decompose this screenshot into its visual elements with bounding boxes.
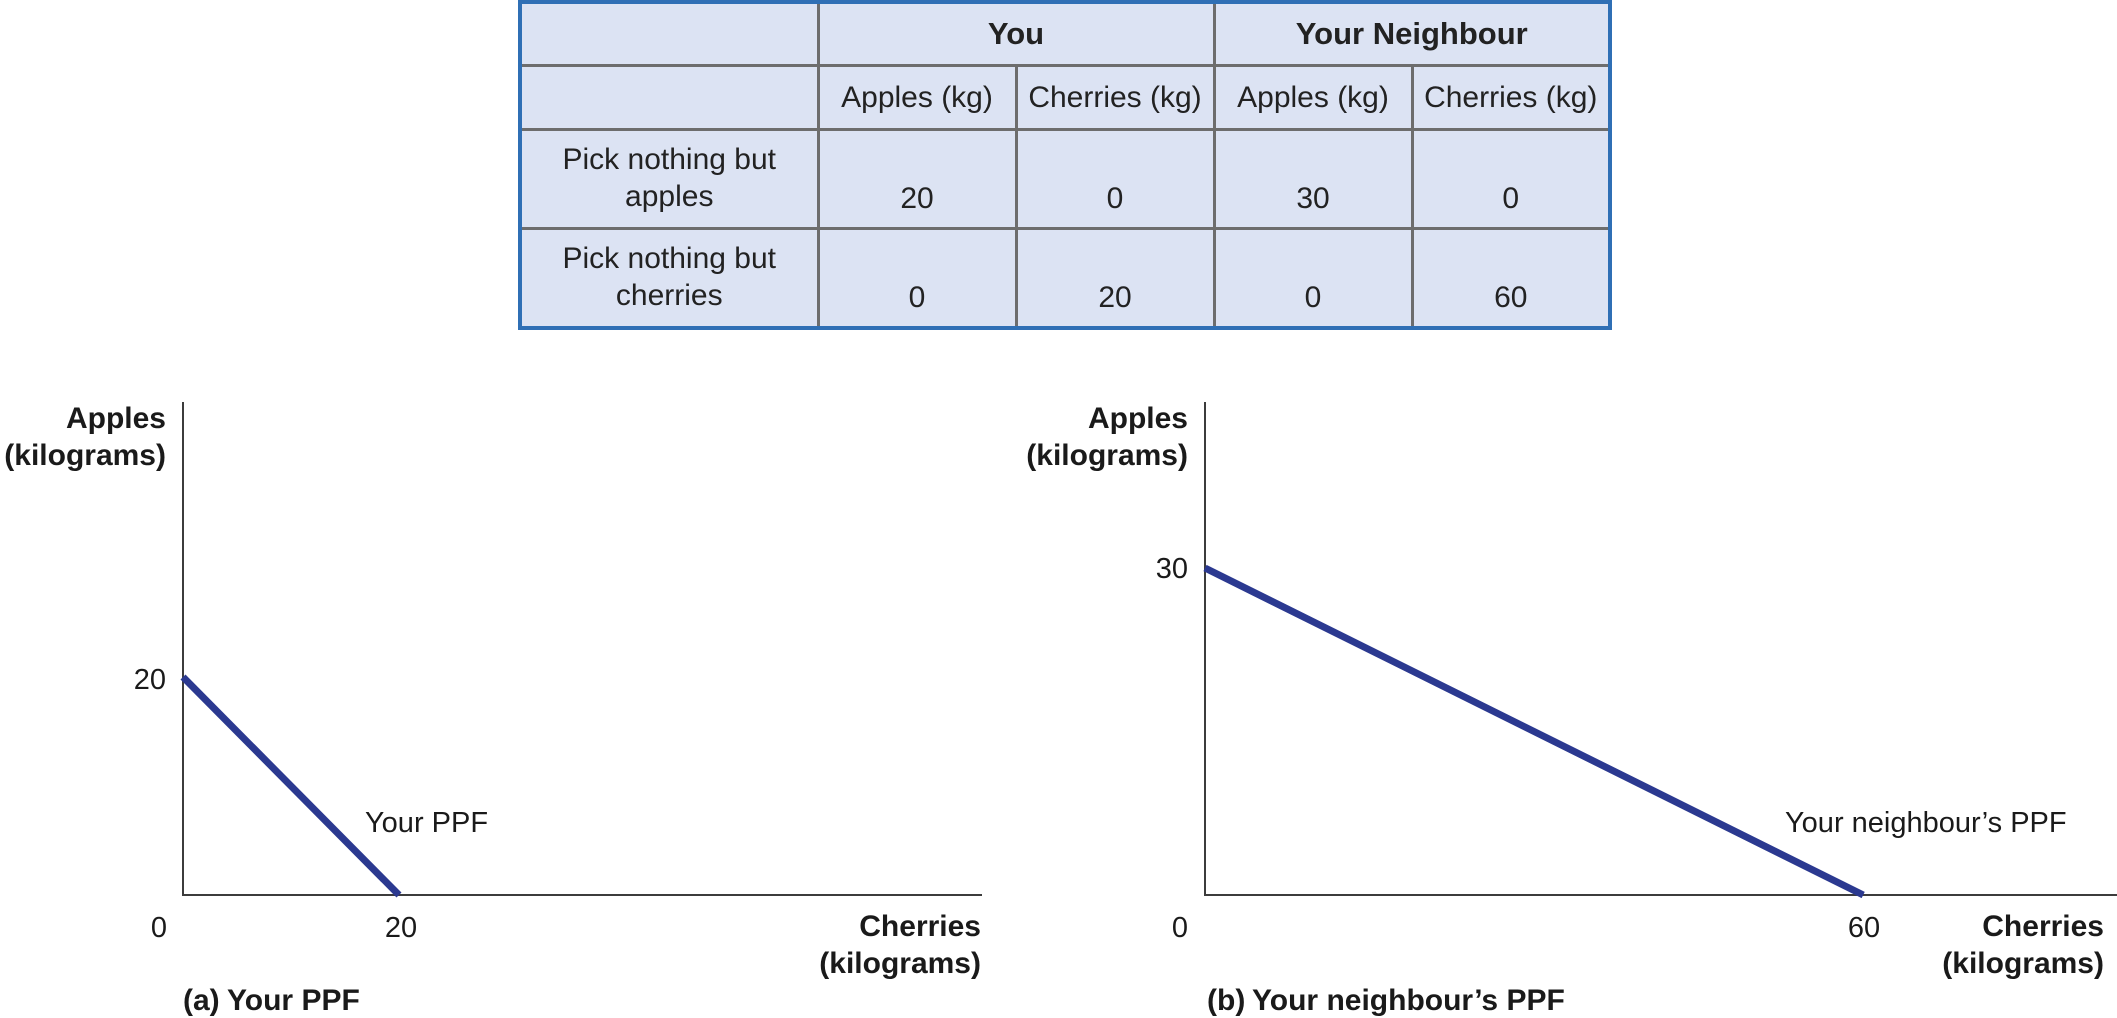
- y-tick-label-a: 20: [134, 664, 166, 696]
- table-cell: 0: [1410, 127, 1612, 230]
- chart-panel-b: Apples (kilograms) 30 0 60 Your neighbou…: [1026, 402, 2117, 1017]
- panel-letter-b: (b): [1207, 984, 1245, 1017]
- group-header-you: You: [816, 0, 1216, 67]
- x-tick-label-a: 20: [385, 912, 417, 944]
- table-cell: 0: [816, 226, 1018, 330]
- sub-header-neighbour-cherries: Cherries (kg): [1410, 63, 1612, 131]
- sub-header-neighbour-apples: Apples (kg): [1212, 63, 1414, 131]
- table-cell: 30: [1212, 127, 1414, 230]
- y-axis-label-line2-b: (kilograms): [1026, 439, 1188, 472]
- origin-label-b: 0: [1172, 912, 1188, 944]
- x-tick-label-b: 60: [1848, 912, 1880, 944]
- sub-header-you-apples: Apples (kg): [816, 63, 1018, 131]
- x-axis-label-line1-b: Cherries: [1982, 910, 2104, 943]
- row-label-cherries: Pick nothing but cherries: [518, 226, 820, 330]
- table-cell: 20: [816, 127, 1018, 230]
- table-cell: 60: [1410, 226, 1612, 330]
- table-sub-header-corner: [518, 63, 820, 131]
- panel-letter-a: (a): [183, 984, 220, 1017]
- table-row: Pick nothing but cherries 0 20 0 60: [518, 226, 1612, 330]
- series-line-your-ppf: [180, 674, 402, 898]
- row-label-line: Pick nothing but: [562, 142, 776, 176]
- y-axis-label-line1-a: Apples: [66, 402, 166, 435]
- row-label-line: cherries: [615, 278, 723, 312]
- x-axis-label-line2-b: (kilograms): [1942, 947, 2104, 980]
- row-label-line: Pick nothing but: [562, 241, 776, 275]
- y-axis-label-line1-b: Apples: [1088, 402, 1188, 435]
- chart-panel-a: Apples (kilograms) 20 0 20 Your PPF Cher…: [4, 402, 982, 1017]
- panel-caption-a: Your PPF: [227, 984, 360, 1017]
- ppf-data-table: You Your Neighbour Apples (kg) Cherries …: [518, 0, 1613, 330]
- panel-caption-b: Your neighbour’s PPF: [1252, 984, 1565, 1017]
- x-axis-label-line1-a: Cherries: [859, 910, 981, 943]
- y-tick-label-b: 30: [1156, 553, 1188, 585]
- table-corner-cell: [518, 0, 820, 67]
- table-group-header-row: You Your Neighbour: [518, 0, 1612, 67]
- y-axis-label-line2-a: (kilograms): [4, 439, 166, 472]
- table-cell: 0: [1014, 127, 1216, 230]
- series-label-neighbour-ppf: Your neighbour’s PPF: [1785, 807, 2067, 839]
- row-label-apples: Pick nothing but apples: [518, 127, 820, 230]
- sub-header-you-cherries: Cherries (kg): [1014, 63, 1216, 131]
- table-cell: 20: [1014, 226, 1216, 330]
- series-label-your-ppf: Your PPF: [365, 807, 488, 839]
- series-line-neighbour-ppf: [1203, 564, 1865, 899]
- group-header-neighbour: Your Neighbour: [1212, 0, 1612, 67]
- x-axis-label-line2-a: (kilograms): [819, 947, 981, 980]
- origin-label-a: 0: [151, 912, 167, 944]
- table-row: Pick nothing but apples 20 0 30 0: [518, 127, 1612, 230]
- table-cell: 0: [1212, 226, 1414, 330]
- row-label-line: apples: [625, 179, 714, 213]
- table-sub-header-row: Apples (kg) Cherries (kg) Apples (kg) Ch…: [518, 63, 1612, 131]
